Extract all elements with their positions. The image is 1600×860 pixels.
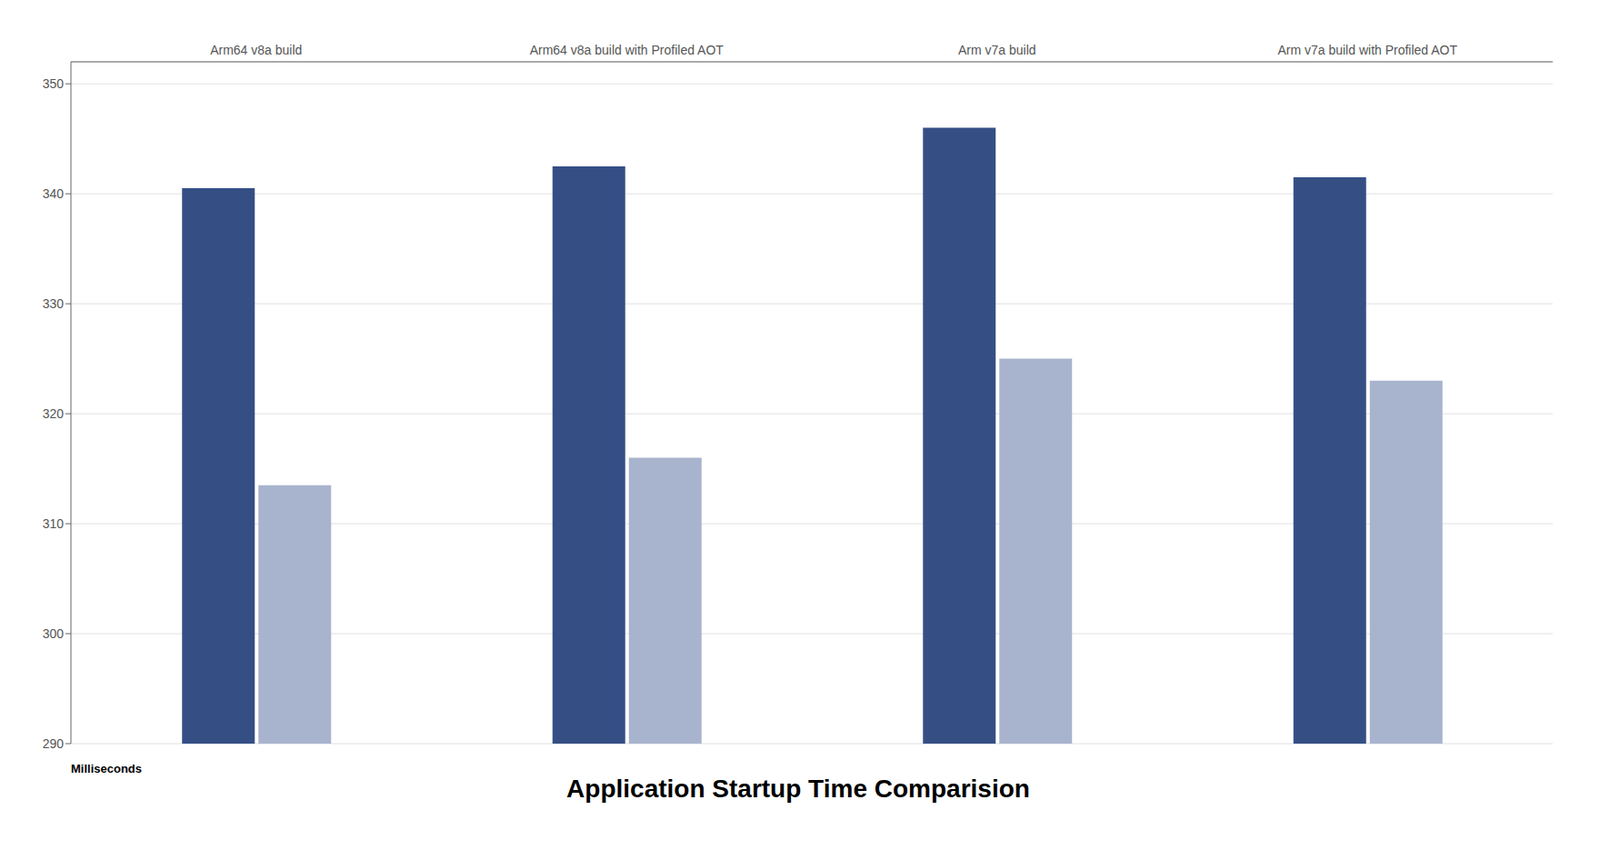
svg-text:320: 320	[42, 406, 65, 421]
svg-text:330: 330	[42, 296, 65, 311]
html-text:Application Startup Time Compa: Application Startup Time Comparision	[566, 774, 1030, 803]
svg-text:350: 350	[42, 76, 65, 91]
svg-text:Arm64 v8a build with Profiled: Arm64 v8a build with Profiled AOT	[530, 42, 725, 58]
svg-text:Arm64 v8a build: Arm64 v8a build	[210, 42, 302, 58]
svg-text:Arm v7a build with Profiled AO: Arm v7a build with Profiled AOT	[1277, 42, 1458, 58]
svg-text:300: 300	[42, 626, 65, 641]
svg-text:290: 290	[42, 736, 65, 751]
html-text:Milliseconds: Milliseconds	[70, 761, 142, 776]
svg-text:Arm v7a build: Arm v7a build	[958, 42, 1037, 58]
svg-text:310: 310	[42, 516, 65, 531]
svg-text:340: 340	[42, 186, 65, 201]
